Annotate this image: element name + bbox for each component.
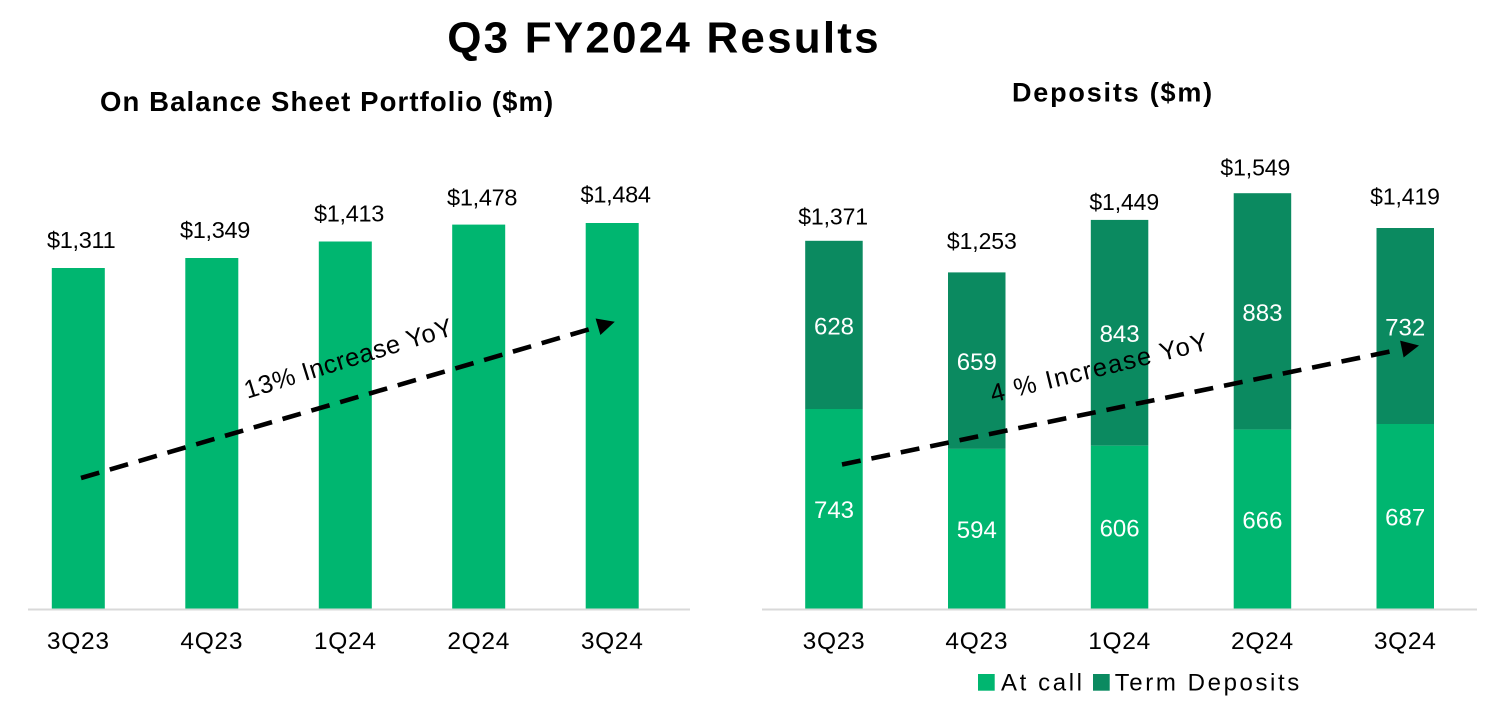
svg-text:Deposits ($m): Deposits ($m): [1012, 77, 1214, 107]
svg-text:2Q24: 2Q24: [447, 628, 510, 655]
svg-text:732: 732: [1385, 314, 1425, 341]
svg-text:883: 883: [1242, 300, 1282, 327]
svg-text:4Q23: 4Q23: [945, 628, 1008, 655]
svg-text:2Q24: 2Q24: [1231, 628, 1294, 655]
svg-text:$1,478: $1,478: [447, 184, 517, 210]
svg-text:1Q24: 1Q24: [1088, 628, 1151, 655]
svg-text:Term Deposits: Term Deposits: [1115, 670, 1302, 697]
svg-text:687: 687: [1385, 505, 1425, 532]
svg-text:$1,484: $1,484: [581, 182, 651, 208]
svg-text:3Q23: 3Q23: [47, 628, 110, 655]
svg-text:606: 606: [1100, 516, 1140, 543]
svg-text:$1,349: $1,349: [180, 217, 250, 243]
svg-text:At call: At call: [1001, 670, 1085, 697]
svg-text:$1,449: $1,449: [1089, 189, 1159, 215]
svg-text:$1,253: $1,253: [947, 228, 1017, 254]
svg-text:743: 743: [814, 497, 854, 524]
svg-text:843: 843: [1100, 321, 1140, 348]
svg-text:1Q24: 1Q24: [314, 628, 377, 655]
svg-text:$1,413: $1,413: [314, 201, 384, 227]
svg-text:659: 659: [957, 349, 997, 376]
svg-text:Q3 FY2024 Results: Q3 FY2024 Results: [447, 14, 881, 63]
svg-text:$1,371: $1,371: [798, 204, 868, 230]
svg-text:594: 594: [957, 517, 997, 544]
svg-text:$1,311: $1,311: [47, 227, 115, 253]
svg-text:666: 666: [1242, 507, 1282, 534]
svg-text:$1,549: $1,549: [1220, 155, 1290, 181]
svg-text:4Q23: 4Q23: [180, 628, 243, 655]
svg-text:On Balance Sheet Portfolio ($m: On Balance Sheet Portfolio ($m): [100, 86, 554, 117]
svg-text:628: 628: [814, 313, 854, 340]
svg-text:3Q24: 3Q24: [1374, 628, 1437, 655]
svg-text:$1,419: $1,419: [1370, 184, 1440, 210]
svg-text:3Q23: 3Q23: [803, 628, 866, 655]
svg-text:3Q24: 3Q24: [581, 628, 644, 655]
